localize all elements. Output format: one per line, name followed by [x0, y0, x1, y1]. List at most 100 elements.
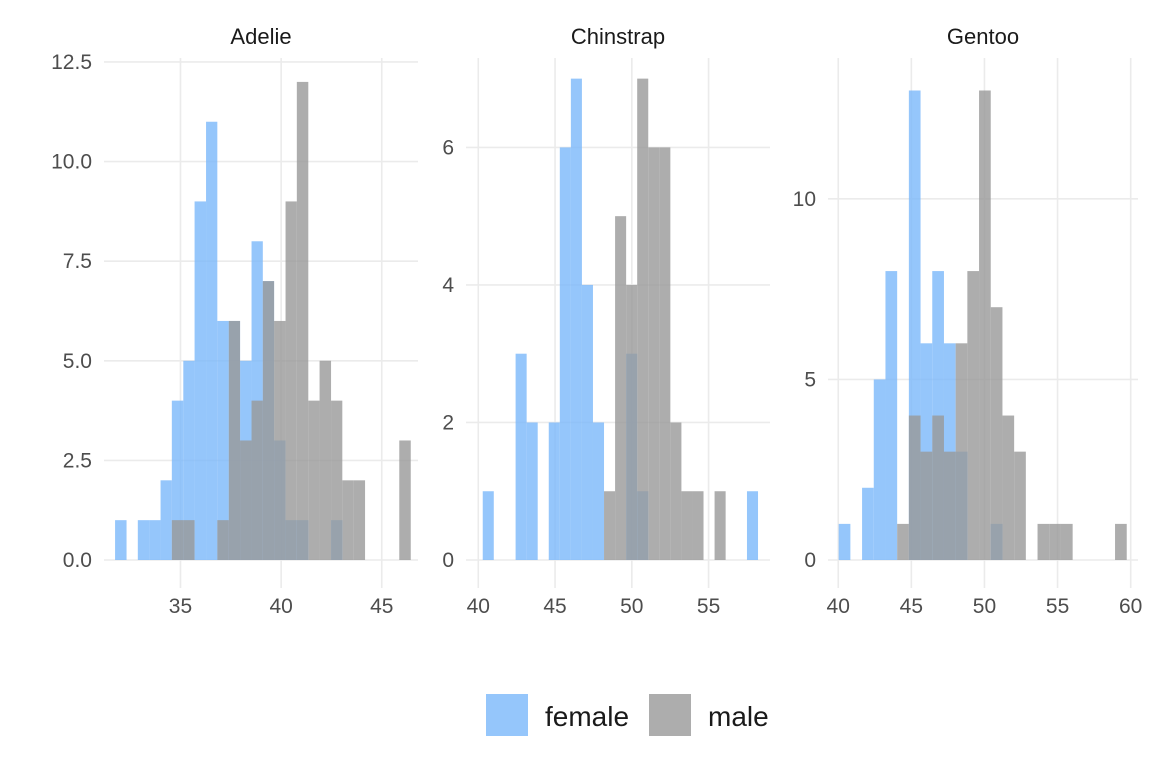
bar-female — [217, 320, 229, 560]
bar-male — [1014, 451, 1026, 560]
y-tick-label: 10 — [793, 188, 816, 211]
bar-male — [626, 284, 638, 560]
bar-female — [570, 78, 582, 561]
y-tick-label: 7.5 — [63, 250, 92, 273]
bar-male — [342, 480, 354, 560]
bar-male — [1002, 415, 1015, 560]
bar-male — [228, 320, 241, 560]
bar-female — [137, 520, 150, 560]
bar-male — [285, 201, 297, 560]
bar-male — [1037, 523, 1050, 560]
bar-male — [979, 90, 991, 560]
bar-male — [262, 281, 275, 560]
bar-male — [319, 360, 332, 560]
bar-male — [217, 520, 229, 560]
bar-female — [746, 491, 759, 560]
bar-male — [251, 400, 263, 560]
bar-male — [274, 320, 286, 560]
bar-male — [648, 147, 660, 560]
x-tick-label: 35 — [169, 595, 192, 618]
x-tick-label: 55 — [1046, 595, 1069, 618]
bar-male — [932, 415, 944, 560]
y-tick-label: 0 — [804, 549, 816, 572]
legend-label-female: female — [545, 701, 629, 732]
y-tick-label: 5 — [804, 368, 816, 391]
facet-gentoo: Gentoo 40 45 50 55 60 0 5 10 — [793, 24, 1143, 618]
bar-male — [637, 78, 649, 561]
x-tick-label: 40 — [467, 595, 490, 618]
legend-swatch-female — [486, 694, 528, 736]
bar-female — [873, 379, 886, 560]
bar-male — [990, 307, 1003, 560]
legend-swatch-male — [649, 694, 691, 736]
bar-female — [548, 422, 560, 560]
bar-male — [308, 400, 320, 560]
x-tick-label: 45 — [370, 595, 393, 618]
y-tick-label: 0 — [442, 549, 454, 572]
bar-male — [897, 523, 909, 560]
facet-title: Chinstrap — [571, 24, 665, 49]
y-tick-label: 4 — [442, 274, 454, 297]
bar-male — [1060, 523, 1073, 560]
bar-male — [171, 520, 184, 560]
x-tick-label: 50 — [620, 595, 643, 618]
bar-male — [615, 216, 627, 561]
bar-female — [592, 422, 605, 560]
bar-male — [604, 491, 616, 560]
bar-male — [681, 491, 693, 560]
bar-female — [171, 400, 184, 560]
x-tick-label: 45 — [543, 595, 566, 618]
bar-female — [194, 201, 207, 560]
y-tick-label: 6 — [442, 136, 454, 159]
bar-male — [714, 491, 726, 560]
y-tick-label: 5.0 — [63, 350, 92, 373]
x-tick-label: 50 — [973, 595, 996, 618]
legend: female male — [486, 694, 769, 736]
bar-female — [559, 147, 571, 560]
bar-male — [1049, 523, 1061, 560]
facet-title: Gentoo — [947, 24, 1019, 49]
bar-male — [331, 400, 343, 560]
y-tick-label: 2 — [442, 411, 454, 434]
bar-female — [115, 520, 127, 560]
bar-male — [240, 440, 252, 560]
bar-male — [183, 520, 195, 560]
bar-male — [1115, 523, 1127, 560]
bar-female — [515, 353, 527, 560]
bar-male — [920, 451, 933, 560]
bar-male — [967, 271, 980, 560]
bar-female — [526, 422, 538, 560]
bar-female — [206, 121, 218, 560]
bar-male — [399, 440, 411, 560]
bar-female — [862, 487, 874, 560]
x-tick-label: 40 — [827, 595, 850, 618]
bar-female — [183, 360, 195, 560]
bar-male — [670, 422, 682, 560]
bar-female — [482, 491, 494, 560]
facet-adelie: Adelie 35 40 45 0.0 2.5 5.0 7.5 10.0 12.5 — [51, 24, 418, 618]
x-tick-label: 45 — [900, 595, 923, 618]
facet-title: Adelie — [230, 24, 291, 49]
bar-male — [955, 343, 968, 560]
bar-male — [296, 81, 309, 561]
bar-male — [692, 491, 704, 560]
bar-female — [581, 284, 593, 560]
bar-male — [353, 480, 366, 560]
x-tick-label: 55 — [697, 595, 720, 618]
bar-female — [160, 480, 172, 560]
bar-female — [908, 90, 921, 560]
y-tick-label: 0.0 — [63, 549, 92, 572]
x-tick-label: 40 — [269, 595, 292, 618]
bar-female — [149, 520, 161, 560]
bar-male — [943, 451, 956, 560]
x-tick-label: 60 — [1119, 595, 1142, 618]
bar-female — [932, 271, 944, 560]
facet-chinstrap: Chinstrap 40 45 50 55 0 2 4 6 — [442, 24, 770, 618]
bar-male — [659, 147, 671, 560]
y-tick-label: 10.0 — [51, 151, 92, 174]
bar-female — [885, 271, 898, 560]
bar-female — [838, 523, 851, 560]
bar-male — [908, 415, 921, 560]
y-tick-label: 12.5 — [51, 51, 92, 74]
